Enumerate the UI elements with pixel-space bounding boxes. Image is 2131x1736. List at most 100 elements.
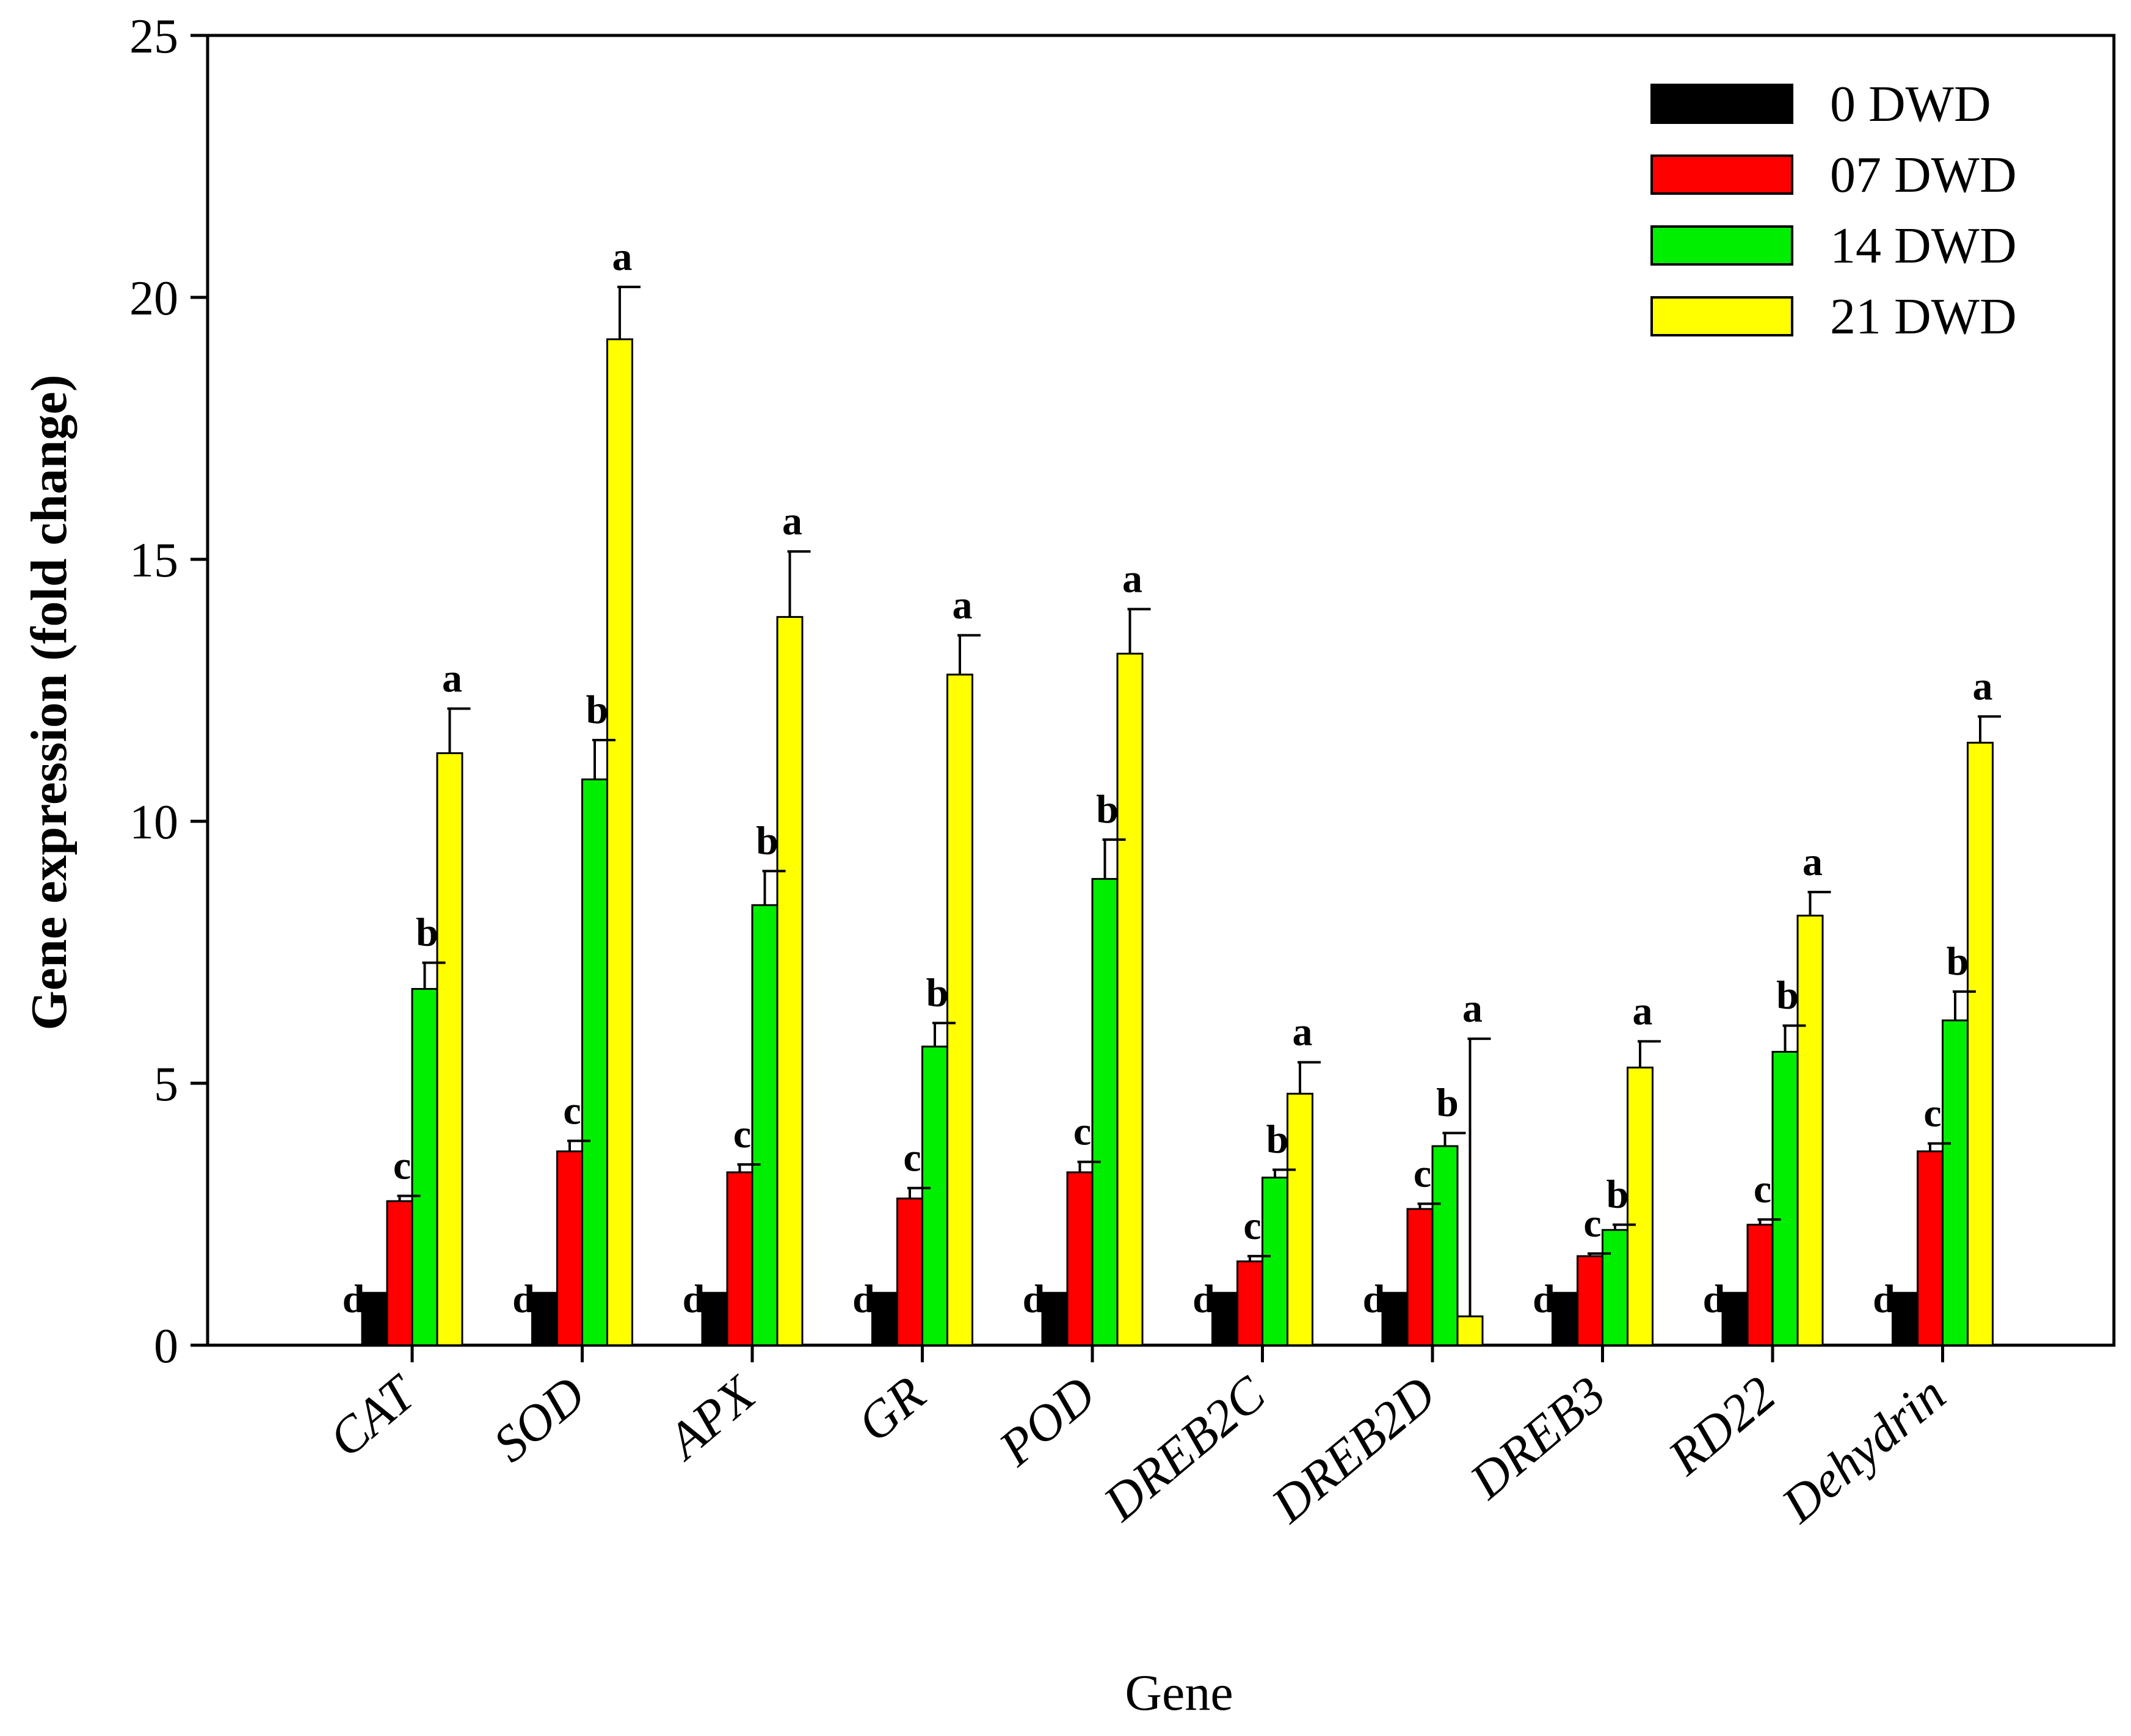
bar [1287, 1092, 1313, 1346]
x-axis-title: Gene [1125, 1665, 1233, 1721]
significance-letter: a [1973, 664, 1993, 708]
bar [701, 1291, 728, 1346]
bar [1627, 1066, 1654, 1346]
bar [1381, 1291, 1409, 1346]
significance-letter: c [733, 1112, 751, 1157]
bar [531, 1291, 558, 1346]
bar [726, 1171, 753, 1346]
significance-letter: d [1193, 1277, 1215, 1321]
y-tick-label: 10 [129, 796, 178, 849]
plot-frame [206, 34, 2116, 1347]
bar [386, 1200, 413, 1346]
significance-letter: b [416, 910, 438, 955]
bar [751, 904, 779, 1346]
bar [1041, 1291, 1069, 1346]
significance-letter: b [1606, 1172, 1629, 1217]
bar [411, 988, 438, 1346]
bar [1771, 1051, 1799, 1346]
bar [1552, 1291, 1578, 1346]
significance-letter: a [612, 234, 633, 279]
y-tick-label: 0 [154, 1320, 178, 1373]
bar [1262, 1176, 1288, 1346]
bar [946, 674, 973, 1346]
bar [1431, 1145, 1459, 1346]
significance-letter: a [1462, 986, 1483, 1031]
legend-swatch [1650, 296, 1793, 336]
bar [1456, 1315, 1484, 1346]
significance-letter: d [683, 1277, 705, 1321]
bar [1577, 1255, 1603, 1346]
significance-letter: a [1633, 989, 1653, 1033]
bar [1211, 1291, 1238, 1346]
bar [1967, 741, 1994, 1346]
significance-letter: c [1923, 1091, 1941, 1136]
bar [1602, 1229, 1628, 1346]
significance-letter: b [926, 970, 949, 1015]
legend-label: 07 DWD [1830, 147, 2017, 203]
bar [556, 1150, 583, 1346]
significance-letter: b [1096, 787, 1119, 832]
significance-letter: d [1533, 1277, 1555, 1321]
y-tick-label: 15 [129, 534, 178, 587]
bar [776, 616, 804, 1346]
significance-letter: c [393, 1143, 411, 1188]
bar [1236, 1260, 1263, 1346]
y-axis-title: Gene expression (fold change) [21, 374, 78, 1030]
significance-letter: a [953, 583, 973, 627]
legend-label: 0 DWD [1830, 76, 1991, 133]
significance-letter: a [1802, 840, 1823, 884]
bar [1892, 1291, 1919, 1346]
significance-letter: c [1243, 1204, 1261, 1248]
bar [1721, 1291, 1749, 1346]
bar [871, 1291, 898, 1346]
legend-swatch [1650, 225, 1793, 266]
significance-letter: b [756, 819, 779, 863]
bar [1942, 1019, 1969, 1346]
legend: 0 DWD 07 DWD 14 DWD 21 DWD [1650, 76, 2017, 345]
bar [1066, 1171, 1094, 1346]
significance-letter: b [586, 688, 609, 732]
significance-letter: a [1293, 1010, 1313, 1055]
significance-letter: d [1363, 1277, 1385, 1321]
bar [606, 338, 633, 1346]
significance-letter: c [1583, 1201, 1601, 1246]
significance-letter: d [1873, 1277, 1895, 1321]
error-bars-group [397, 285, 2001, 1317]
bars-group [361, 338, 1994, 1346]
bar [1091, 877, 1119, 1346]
significance-letter: a [1122, 557, 1142, 601]
significance-letter: c [1414, 1151, 1431, 1196]
significance-letter: c [563, 1088, 581, 1133]
bar [1917, 1150, 1944, 1346]
significance-letter: d [852, 1277, 875, 1321]
legend-label: 14 DWD [1830, 217, 2017, 274]
significance-letter: d [512, 1277, 535, 1321]
significance-letter: c [1073, 1110, 1091, 1154]
bar [1406, 1208, 1434, 1346]
bar [1116, 652, 1144, 1346]
bar [436, 752, 463, 1346]
significance-letter: a [442, 656, 462, 701]
bar [1796, 914, 1824, 1346]
significance-letter: d [1703, 1277, 1726, 1321]
significance-letter: d [343, 1277, 365, 1321]
legend-swatch [1650, 154, 1793, 195]
significance-letter: c [1754, 1167, 1771, 1211]
y-tick-label: 25 [129, 10, 178, 64]
significance-letter: b [1776, 973, 1799, 1018]
significance-letter: d [1023, 1277, 1045, 1321]
significance-letter: c [903, 1136, 921, 1180]
y-tick-label: 5 [154, 1058, 178, 1111]
significance-letter: b [1266, 1117, 1289, 1162]
bar [921, 1045, 948, 1346]
legend-label: 21 DWD [1830, 288, 2017, 345]
bar [896, 1197, 923, 1346]
bar [581, 778, 608, 1346]
legend-swatch [1650, 84, 1793, 124]
y-tick-label: 20 [129, 272, 178, 325]
bar [1746, 1224, 1774, 1346]
significance-letter: b [1436, 1081, 1459, 1125]
